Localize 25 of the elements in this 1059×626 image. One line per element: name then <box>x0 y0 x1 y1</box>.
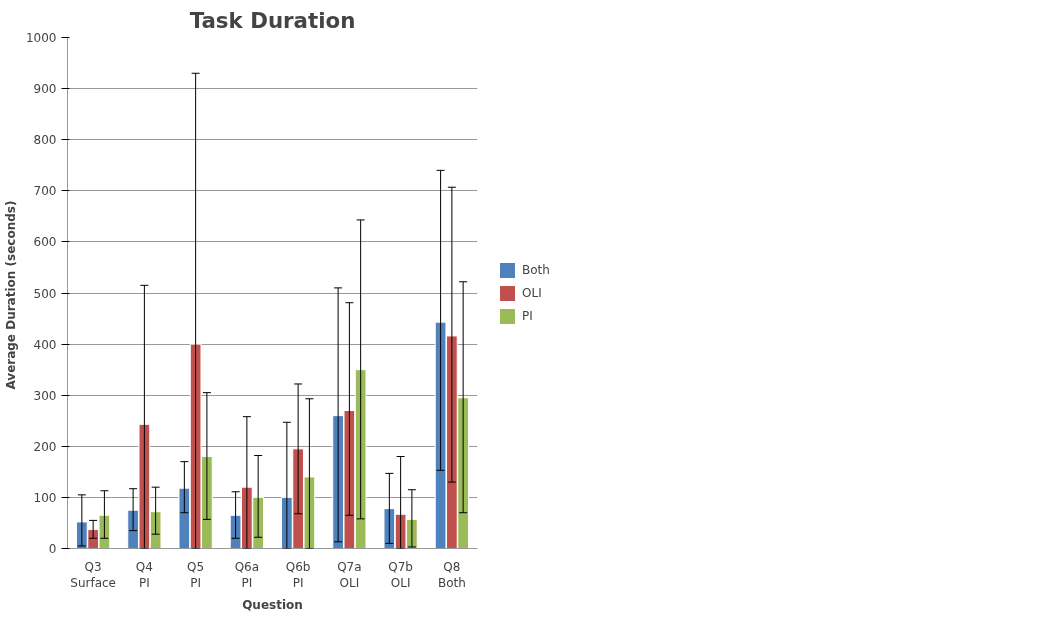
y-tick-label: 100 <box>33 490 57 505</box>
legend-label: OLI <box>522 285 542 300</box>
y-tick-label: 500 <box>33 286 57 301</box>
y-tick-label: 1000 <box>25 31 57 45</box>
y-tick-label: 600 <box>33 235 57 250</box>
y-tick-label: 700 <box>33 184 57 199</box>
legend-label: PI <box>522 308 534 323</box>
y-tick-label: 400 <box>33 337 57 352</box>
x-tick-label: Q7b OLI <box>388 559 413 591</box>
y-tick-label: 900 <box>33 82 57 97</box>
x-tick-label: Q3 Surface <box>70 559 116 591</box>
legend-label: Both <box>522 262 550 277</box>
x-tick-label: Q4 PI <box>135 559 153 591</box>
x-tick-label: Q5 PI <box>187 559 205 591</box>
x-tick-label: Q8 Both <box>437 559 466 591</box>
y-tick-label: 200 <box>33 439 57 454</box>
y-axis-title: Average Duration (seconds) <box>3 200 18 390</box>
x-axis-title: Question <box>242 598 303 613</box>
y-tick-label: 800 <box>33 133 57 148</box>
x-tick-label: Q6b PI <box>285 559 311 591</box>
x-tick-label: Q6a PI <box>234 559 260 591</box>
chart-title: Task Duration <box>189 7 356 33</box>
x-tick-label: Q7a OLI <box>337 559 362 591</box>
y-tick-label: 300 <box>33 388 57 403</box>
y-tick-label: 0 <box>48 542 57 556</box>
